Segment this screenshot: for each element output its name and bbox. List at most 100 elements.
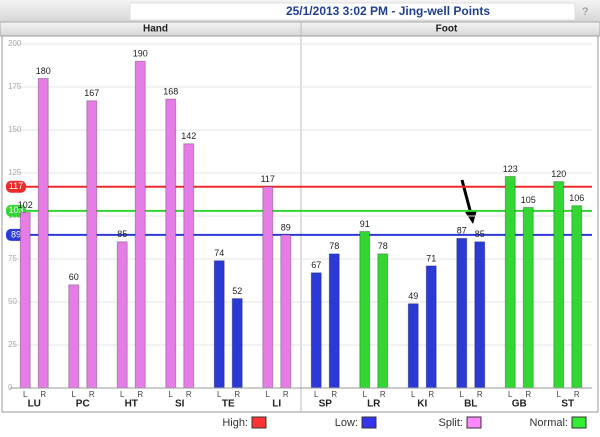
side-label: R	[137, 390, 143, 399]
value-label: 49	[408, 291, 418, 301]
value-label: 67	[311, 260, 321, 270]
legend-swatch	[466, 416, 482, 429]
side-label: R	[283, 390, 289, 399]
bar	[522, 206, 534, 389]
bar	[19, 212, 31, 389]
bar	[86, 100, 98, 389]
y-tick-label: 150	[8, 125, 22, 134]
side-label: L	[557, 390, 562, 399]
value-label: 60	[69, 272, 79, 282]
side-label: L	[266, 390, 271, 399]
bar	[571, 205, 583, 389]
value-label: 74	[214, 248, 224, 258]
y-tick-label: 125	[8, 168, 22, 177]
value-label: 102	[18, 200, 33, 210]
x-tick-label: SI	[175, 399, 185, 410]
reference-label: 89	[11, 229, 21, 239]
bar	[407, 303, 419, 389]
value-label: 85	[475, 229, 485, 239]
x-tick-label: TE	[222, 399, 235, 410]
bar	[183, 143, 195, 389]
side-label: R	[234, 390, 240, 399]
value-label: 52	[232, 286, 242, 296]
bar	[134, 60, 146, 389]
side-label: R	[574, 390, 580, 399]
side-label: R	[428, 390, 434, 399]
plot-frame	[1, 35, 599, 413]
x-tick-label: LR	[367, 399, 381, 410]
reference-label: 117	[9, 181, 23, 191]
bar	[377, 253, 389, 389]
side-label: L	[508, 390, 513, 399]
value-label: 78	[329, 241, 339, 251]
value-label: 89	[281, 222, 291, 232]
y-tick-label: 175	[8, 82, 22, 91]
y-tick-label: 75	[8, 254, 17, 263]
value-label: 167	[84, 88, 99, 98]
bar	[310, 272, 322, 389]
title-box	[129, 2, 576, 21]
side-label: L	[363, 390, 368, 399]
side-label: L	[120, 390, 125, 399]
bar	[474, 241, 486, 389]
pointer-arrow	[460, 179, 473, 215]
value-label: 180	[36, 66, 51, 76]
bar	[165, 98, 177, 389]
side-label: L	[460, 390, 465, 399]
side-label: L	[314, 390, 319, 399]
value-label: 105	[521, 195, 536, 205]
side-label: L	[72, 390, 77, 399]
bar	[328, 253, 340, 389]
bar	[231, 298, 243, 389]
section-bar	[0, 21, 600, 37]
section-label: Foot	[436, 24, 458, 35]
x-tick-label: KI	[417, 399, 427, 410]
side-label: R	[186, 390, 192, 399]
legend-swatch	[571, 416, 587, 429]
value-label: 85	[117, 229, 127, 239]
legend-label: Normal:	[529, 417, 568, 429]
reference-label: 103	[8, 205, 23, 215]
value-label: 87	[457, 226, 467, 236]
chart-title: 25/1/2013 3:02 PM - Jing-well Points	[286, 4, 490, 18]
bar	[68, 284, 80, 389]
side-label: R	[380, 390, 386, 399]
bar	[280, 234, 292, 389]
value-label: 190	[133, 49, 148, 59]
bar	[213, 260, 225, 389]
bar	[37, 77, 49, 389]
bar	[456, 237, 468, 389]
side-label: L	[411, 390, 416, 399]
bar	[359, 230, 371, 389]
bar	[262, 186, 274, 389]
bar	[553, 181, 565, 389]
section-label: Hand	[143, 24, 168, 35]
legend-label: Low:	[335, 417, 358, 429]
value-label: 123	[503, 164, 518, 174]
y-tick-label: 25	[8, 340, 17, 349]
side-label: L	[169, 390, 174, 399]
bar	[504, 175, 516, 389]
legend-label: High:	[222, 417, 248, 429]
side-label: R	[525, 390, 531, 399]
value-label: 106	[569, 193, 584, 203]
side-label: R	[40, 390, 46, 399]
side-label: L	[23, 390, 28, 399]
help-button[interactable]: ?	[582, 6, 588, 18]
legend-swatch	[361, 416, 377, 429]
value-label: 91	[360, 219, 370, 229]
x-tick-label: BL	[464, 399, 477, 410]
legend-swatch	[251, 416, 267, 429]
x-tick-label: ST	[561, 399, 574, 410]
value-label: 142	[181, 131, 196, 141]
side-label: R	[331, 390, 337, 399]
x-tick-label: LI	[272, 399, 281, 410]
y-tick-label: 50	[8, 297, 17, 306]
bar	[425, 265, 437, 389]
value-label: 78	[378, 241, 388, 251]
x-tick-label: HT	[125, 399, 138, 410]
x-tick-label: SP	[319, 399, 333, 410]
side-label: L	[217, 390, 222, 399]
x-tick-label: GB	[512, 399, 527, 410]
y-tick-label: 200	[8, 39, 22, 48]
